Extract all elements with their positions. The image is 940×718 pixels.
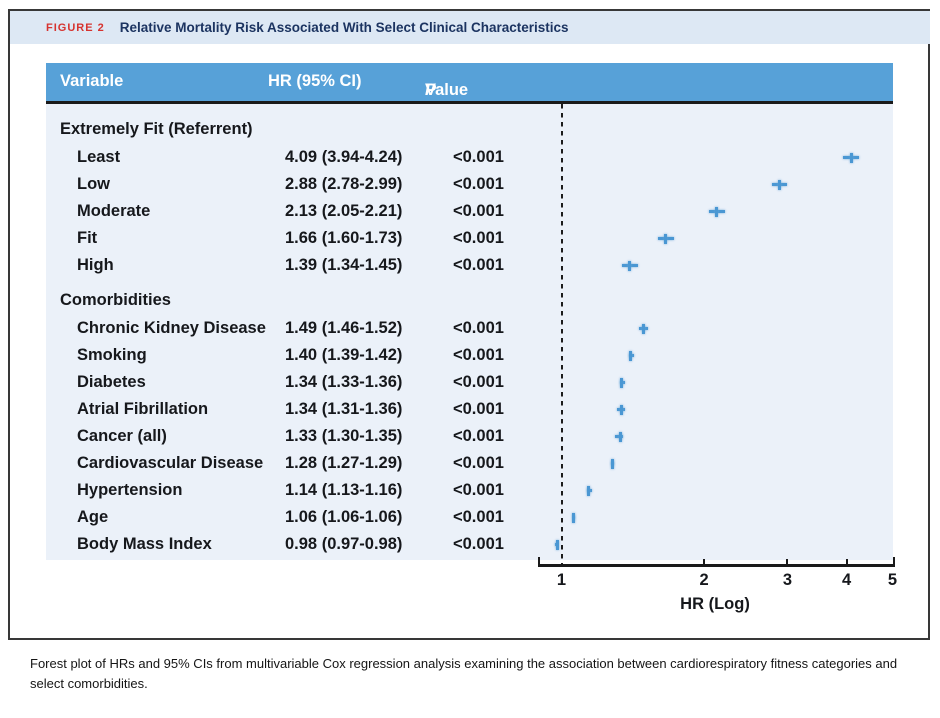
forest-point-marker	[715, 206, 719, 217]
p-value-cell: <0.001	[453, 427, 504, 445]
forest-point-marker	[620, 377, 624, 388]
variable-cell: Body Mass Index	[77, 535, 212, 553]
section-header-label: Extremely Fit (Referrent)	[60, 119, 253, 138]
p-value-cell: <0.001	[453, 256, 504, 274]
p-value-cell: <0.001	[453, 454, 504, 472]
x-axis-title: HR (Log)	[680, 595, 750, 613]
figure-caption-box: Forest plot of HRs and 95% CIs from mult…	[8, 638, 930, 711]
variable-cell: Cardiovascular Disease	[77, 454, 264, 472]
forest-point-marker	[620, 404, 624, 415]
p-value-cell: <0.001	[453, 535, 504, 553]
table-row: Low 2.88 (2.78-2.99) <0.001	[46, 171, 576, 198]
p-value-cell: <0.001	[453, 319, 504, 337]
axis-tick-label: 4	[841, 571, 852, 589]
hr-ci-cell: 4.09 (3.94-4.24)	[285, 148, 403, 166]
forest-point-marker	[849, 152, 853, 163]
table-row: Diabetes 1.34 (1.33-1.36) <0.001	[46, 369, 576, 396]
table-row: Cardiovascular Disease 1.28 (1.27-1.29) <0…	[46, 450, 576, 477]
hr-ci-cell: 1.33 (1.30-1.35)	[285, 427, 403, 445]
figure-number-label: FIGURE 2	[46, 21, 105, 34]
header-underline	[46, 101, 893, 104]
figure-caption: Forest plot of HRs and 95% CIs from mult…	[30, 656, 898, 691]
variable-cell: Moderate	[77, 202, 151, 220]
variable-cell: Cancer (all)	[77, 427, 167, 445]
table-row: Least 4.09 (3.94-4.24) <0.001	[46, 144, 576, 171]
p-value-cell: <0.001	[453, 148, 504, 166]
table-section-header: Comorbidities	[46, 285, 576, 315]
axis-tick	[845, 558, 848, 565]
hr-ci-cell: 0.98 (0.97-0.98)	[285, 535, 403, 553]
table-section-header: Extremely Fit (Referrent)	[46, 114, 576, 144]
p-value-cell: <0.001	[453, 202, 504, 220]
p-value-cell: <0.001	[453, 175, 504, 193]
table-row: Cancer (all) 1.33 (1.30-1.35) <0.001	[46, 423, 576, 450]
forest-point-marker	[610, 458, 614, 469]
p-value-cell: <0.001	[453, 373, 504, 391]
column-header-hr-ci: HR (95% CI)	[268, 72, 362, 90]
hr-ci-cell: 1.34 (1.33-1.36)	[285, 373, 403, 391]
x-axis-end-cap	[892, 556, 895, 565]
axis-tick	[786, 558, 789, 565]
forest-point-marker	[629, 350, 633, 361]
table-row: Hypertension 1.14 (1.13-1.16) <0.001	[46, 477, 576, 504]
hr-ci-cell: 2.88 (2.78-2.99)	[285, 175, 403, 193]
axis-tick-label: 3	[782, 571, 792, 589]
variable-cell: Diabetes	[77, 373, 146, 391]
hr-ci-cell: 1.39 (1.34-1.45)	[285, 256, 403, 274]
hr-ci-cell: 1.66 (1.60-1.73)	[285, 229, 403, 247]
hr-ci-cell: 1.14 (1.13-1.16)	[285, 481, 403, 499]
table-row: Chronic Kidney Disease 1.49 (1.46-1.52) <0…	[46, 315, 576, 342]
p-value-cell: <0.001	[453, 481, 504, 499]
hr-ci-cell: 1.40 (1.39-1.42)	[285, 346, 403, 364]
table-row: Age 1.06 (1.06-1.06) <0.001	[46, 504, 576, 531]
table-row: Fit 1.66 (1.60-1.73) <0.001	[46, 225, 576, 252]
variable-cell: Age	[77, 508, 109, 526]
forest-point-marker	[664, 233, 668, 244]
axis-tick	[703, 558, 706, 565]
table-row: Moderate 2.13 (2.05-2.21) <0.001	[46, 198, 576, 225]
table-row: High 1.39 (1.34-1.45) <0.001	[46, 252, 576, 279]
table-and-plot-body: Extremely Fit (Referrent) Least 4.09 (3.94…	[46, 104, 893, 564]
axis-tick-label: 1	[556, 571, 567, 589]
forest-point-marker	[618, 431, 622, 442]
table-column-header: Variable HR (95% CI) P Value	[46, 63, 893, 101]
axis-tick-label: 2	[699, 571, 709, 589]
hr-ci-cell: 1.06 (1.06-1.06)	[285, 508, 403, 526]
figure-title: Relative Mortality Risk Associated With …	[119, 20, 569, 35]
p-value-cell: <0.001	[453, 508, 504, 526]
x-axis-end-cap	[537, 556, 540, 565]
forest-point-marker	[586, 485, 590, 496]
variable-cell: Least	[77, 148, 121, 166]
variable-cell: Hypertension	[77, 481, 183, 499]
variable-cell: High	[77, 256, 114, 274]
column-header-variable: Variable	[60, 72, 124, 90]
x-axis-line	[537, 564, 895, 567]
forest-point-marker	[642, 323, 645, 334]
p-value-cell: <0.001	[453, 400, 504, 418]
table-row: Atrial Fibrillation 1.34 (1.31-1.36) <0.00…	[46, 396, 576, 423]
hr-ci-cell: 1.34 (1.31-1.36)	[285, 400, 403, 418]
table-row: Smoking 1.40 (1.39-1.42) <0.001	[46, 342, 576, 369]
figure-title-band: FIGURE 2 Relative Mortality Risk Associa…	[10, 11, 930, 44]
variable-cell: Chronic Kidney Disease	[77, 319, 266, 337]
reference-line-hr1	[560, 104, 563, 564]
variable-cell: Fit	[77, 229, 98, 247]
forest-point-marker	[555, 539, 559, 550]
hr-ci-cell: 1.28 (1.27-1.29)	[285, 454, 403, 472]
table-row: Body Mass Index 0.98 (0.97-0.98) <0.001	[46, 531, 576, 558]
variable-cell: Low	[77, 175, 110, 193]
section-header-label: Comorbidities	[60, 290, 171, 309]
table-forest-panel: Variable HR (95% CI) P Value Extremely F…	[46, 63, 897, 623]
forest-point-marker	[571, 512, 575, 523]
axis-tick-label: 5	[887, 571, 898, 589]
forest-point-marker	[777, 179, 781, 190]
variable-cell: Atrial Fibrillation	[77, 400, 209, 418]
forest-point-marker	[627, 260, 631, 271]
hr-ci-cell: 2.13 (2.05-2.21)	[285, 202, 403, 220]
p-value-cell: <0.001	[453, 346, 504, 364]
p-value-cell: <0.001	[453, 229, 504, 247]
variable-cell: Smoking	[77, 346, 147, 364]
hr-ci-cell: 1.49 (1.46-1.52)	[285, 319, 403, 337]
